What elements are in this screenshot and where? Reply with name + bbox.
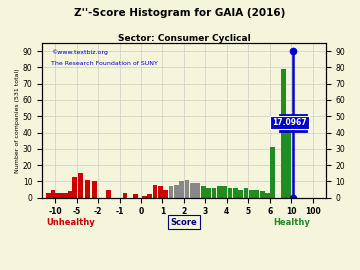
Bar	[249, 190, 254, 198]
Bar	[51, 190, 55, 198]
Text: Unhealthy: Unhealthy	[46, 218, 95, 227]
Bar	[212, 188, 216, 198]
Bar	[255, 190, 259, 198]
Bar	[107, 190, 111, 198]
Bar	[217, 186, 222, 198]
Bar	[142, 196, 147, 198]
Bar	[55, 193, 60, 198]
Y-axis label: Number of companies (531 total): Number of companies (531 total)	[15, 68, 20, 173]
Bar	[286, 114, 291, 198]
Bar	[147, 194, 152, 198]
Bar	[244, 188, 248, 198]
Bar	[133, 194, 138, 198]
Bar	[228, 188, 233, 198]
Bar	[122, 193, 127, 198]
Text: Healthy: Healthy	[273, 218, 310, 227]
Bar	[46, 193, 51, 198]
Bar	[78, 173, 82, 198]
Bar	[265, 193, 270, 198]
Bar	[68, 191, 72, 198]
Bar	[233, 188, 238, 198]
Bar	[185, 180, 189, 198]
Bar	[201, 186, 206, 198]
Bar	[158, 186, 163, 198]
Bar	[153, 185, 157, 198]
Bar	[63, 193, 68, 198]
Bar	[179, 181, 184, 198]
Bar	[195, 183, 200, 198]
Title: Sector: Consumer Cyclical: Sector: Consumer Cyclical	[117, 34, 250, 43]
Bar	[168, 186, 174, 198]
Text: The Research Foundation of SUNY: The Research Foundation of SUNY	[51, 62, 158, 66]
Bar	[289, 196, 294, 198]
Bar	[238, 190, 243, 198]
Bar	[59, 193, 64, 198]
Bar	[270, 147, 275, 198]
Text: Score: Score	[171, 218, 197, 227]
Text: 17.0967: 17.0967	[273, 118, 307, 127]
Bar	[260, 191, 265, 198]
Bar	[281, 69, 285, 198]
Bar	[206, 188, 211, 198]
Text: ©www.textbiz.org: ©www.textbiz.org	[51, 49, 108, 55]
Bar	[92, 181, 97, 198]
Bar	[72, 177, 77, 198]
Text: Z''-Score Histogram for GAIA (2016): Z''-Score Histogram for GAIA (2016)	[74, 8, 286, 18]
Bar	[163, 190, 168, 198]
Bar	[174, 185, 179, 198]
Bar	[85, 180, 90, 198]
Bar	[222, 186, 227, 198]
Bar	[190, 183, 195, 198]
